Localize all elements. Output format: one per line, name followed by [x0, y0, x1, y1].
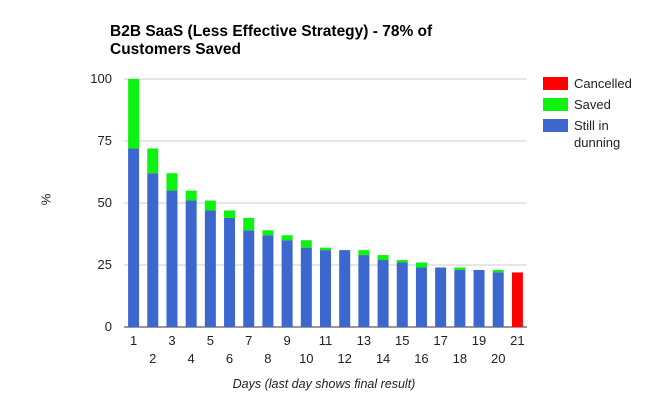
legend-swatch-saved — [543, 98, 568, 111]
bar-saved-day-11 — [320, 247, 331, 251]
x-tick-label-17: 17 — [433, 333, 447, 348]
bar-still-in-dunning-day-11 — [320, 250, 331, 327]
bar-saved-day-18 — [454, 267, 466, 270]
x-axis-label: Days (last day shows final result) — [232, 377, 416, 391]
x-tick-label-6: 6 — [226, 351, 233, 366]
bar-still-in-dunning-day-14 — [377, 260, 389, 327]
bar-still-in-dunning-day-4 — [185, 200, 197, 327]
x-tick-label-12: 12 — [337, 351, 351, 366]
legend-label-cancelled: Cancelled — [574, 76, 632, 91]
x-tick-label-13: 13 — [357, 333, 371, 348]
chart-title-line-2: Customers Saved — [110, 41, 241, 58]
x-tick-label-1: 1 — [130, 333, 137, 348]
x-tick-label-16: 16 — [414, 351, 428, 366]
bar-saved-day-4 — [185, 190, 197, 201]
x-tick-label-10: 10 — [299, 351, 313, 366]
bar-saved-day-9 — [281, 235, 293, 241]
y-tick-label-25: 25 — [98, 257, 112, 272]
bar-still-in-dunning-day-2 — [147, 173, 159, 327]
x-tick-label-21: 21 — [510, 333, 524, 348]
x-tick-label-7: 7 — [245, 333, 252, 348]
legend-label-still-in-dunning: Still in — [574, 118, 609, 133]
bar-cancelled-day-21 — [511, 272, 523, 327]
x-tick-label-19: 19 — [472, 333, 486, 348]
bar-still-in-dunning-day-5 — [204, 210, 216, 327]
y-tick-label-75: 75 — [98, 133, 112, 148]
bar-still-in-dunning-day-19 — [473, 269, 485, 327]
bar-still-in-dunning-day-13 — [358, 255, 370, 327]
bar-saved-day-20 — [492, 269, 504, 273]
x-tick-label-5: 5 — [207, 333, 214, 348]
bar-saved-day-15 — [396, 260, 408, 263]
bar-still-in-dunning-day-8 — [262, 235, 274, 327]
chart-title-line-1: B2B SaaS (Less Effective Strategy) - 78%… — [110, 23, 433, 40]
x-tick-label-15: 15 — [395, 333, 409, 348]
y-tick-label-50: 50 — [98, 195, 112, 210]
legend-swatch-cancelled — [543, 77, 568, 90]
bar-still-in-dunning-day-18 — [454, 269, 466, 327]
bar-saved-day-8 — [262, 230, 274, 236]
bar-still-in-dunning-day-1 — [128, 148, 140, 327]
x-tick-label-2: 2 — [149, 351, 156, 366]
y-tick-label-0: 0 — [105, 319, 112, 334]
x-tick-label-9: 9 — [284, 333, 291, 348]
legend-label-saved: Saved — [574, 97, 611, 112]
x-tick-label-18: 18 — [453, 351, 467, 366]
bar-saved-day-5 — [204, 200, 216, 211]
bar-still-in-dunning-day-6 — [224, 217, 236, 327]
bar-saved-day-7 — [243, 217, 255, 231]
x-tick-label-14: 14 — [376, 351, 390, 366]
bar-saved-day-10 — [300, 240, 312, 248]
bar-still-in-dunning-day-9 — [281, 240, 293, 327]
y-tick-label-100: 100 — [90, 71, 112, 86]
bar-saved-day-16 — [415, 262, 427, 268]
legend-swatch-still-in-dunning — [543, 119, 568, 132]
bar-still-in-dunning-day-20 — [492, 272, 504, 327]
x-tick-label-20: 20 — [491, 351, 505, 366]
bar-saved-day-1 — [128, 79, 140, 149]
bar-still-in-dunning-day-10 — [300, 247, 312, 327]
bar-saved-day-2 — [147, 148, 159, 174]
x-tick-label-4: 4 — [188, 351, 195, 366]
bar-still-in-dunning-day-12 — [339, 250, 351, 327]
legend-label-still-in-dunning-line2: dunning — [574, 135, 620, 150]
bar-saved-day-14 — [377, 255, 389, 261]
bar-still-in-dunning-day-7 — [243, 230, 255, 327]
bar-still-in-dunning-day-15 — [396, 262, 408, 327]
bar-saved-day-13 — [358, 250, 370, 256]
x-tick-label-11: 11 — [319, 333, 333, 348]
bar-still-in-dunning-day-3 — [166, 190, 178, 327]
x-tick-label-8: 8 — [264, 351, 271, 366]
bar-saved-day-6 — [224, 210, 236, 218]
bar-still-in-dunning-day-16 — [415, 267, 427, 327]
bar-still-in-dunning-day-17 — [435, 267, 447, 327]
x-tick-label-3: 3 — [168, 333, 175, 348]
bar-saved-day-3 — [166, 173, 178, 191]
